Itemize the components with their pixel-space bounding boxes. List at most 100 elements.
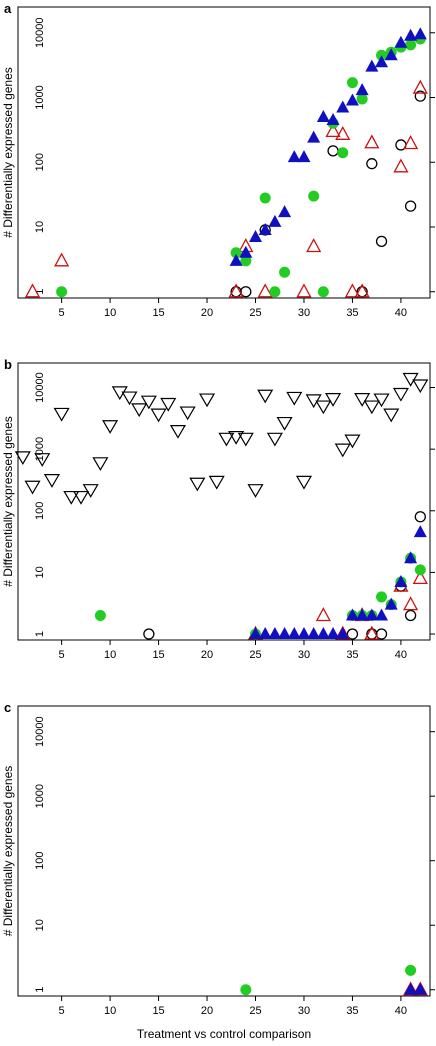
data-point — [34, 453, 51, 467]
x-tick-label: 5 — [59, 307, 65, 319]
data-point — [278, 627, 292, 640]
plot-frame — [17, 705, 431, 997]
data-point — [208, 475, 225, 490]
data-point — [404, 551, 418, 564]
x-tick-label: 40 — [395, 649, 407, 661]
data-point — [356, 93, 368, 105]
data-point — [326, 627, 340, 640]
data-point — [43, 474, 60, 488]
y-tick-label: 10000 — [34, 372, 46, 403]
data-point — [405, 964, 417, 976]
y-tick-label: 100 — [34, 852, 46, 870]
data-point — [325, 122, 341, 138]
data-point — [307, 130, 321, 143]
data-point — [179, 406, 196, 421]
data-point — [218, 432, 235, 447]
plot-frame — [17, 6, 431, 299]
data-point — [383, 408, 400, 423]
data-point — [24, 283, 41, 298]
data-point — [169, 424, 186, 439]
data-point — [413, 982, 427, 995]
data-point — [404, 28, 418, 41]
data-point — [404, 609, 417, 622]
x-tick-label: 10 — [104, 1005, 116, 1017]
data-point — [229, 253, 243, 266]
y-tick-label: 10 — [34, 221, 46, 233]
data-point — [355, 83, 369, 96]
data-point — [364, 625, 380, 640]
data-point — [376, 49, 388, 61]
y-tick-label: 10 — [34, 919, 46, 931]
data-point — [143, 628, 155, 640]
x-axis-label: Treatment vs control comparison — [137, 1027, 311, 1041]
data-point — [336, 627, 350, 640]
data-point — [297, 150, 311, 163]
series-filled-triangle — [404, 982, 427, 995]
y-tick-label: 1 — [34, 987, 46, 993]
x-tick-label: 20 — [201, 649, 213, 661]
data-point — [376, 591, 388, 603]
y-tick-label: 1 — [34, 289, 46, 295]
data-point — [403, 596, 419, 611]
data-point — [266, 432, 283, 447]
y-tick-label: 10000 — [34, 716, 46, 747]
data-point — [240, 255, 252, 267]
data-point — [228, 283, 244, 298]
data-point — [258, 222, 272, 235]
plot-frame — [17, 362, 431, 641]
y-tick-label: 10 — [34, 566, 46, 578]
data-point — [414, 564, 426, 576]
data-point — [346, 628, 359, 640]
data-point — [121, 391, 138, 406]
data-point — [230, 247, 242, 259]
data-point — [394, 574, 408, 587]
data-point — [403, 135, 419, 150]
data-point — [24, 480, 41, 495]
data-point — [258, 627, 272, 640]
data-point — [189, 477, 206, 492]
data-point — [259, 192, 271, 204]
x-tick-label: 35 — [346, 1005, 358, 1017]
data-point — [366, 158, 378, 170]
y-tick-label: 1000 — [34, 784, 46, 808]
panel-a: a 5 10 15 20 25 30 35 40 1 10 100 1000 10000 # Differe… — [1, 1, 435, 319]
series-open-triangle-down — [14, 372, 429, 505]
x-tick-label: 40 — [395, 307, 407, 319]
x-tick-label: 10 — [104, 649, 116, 661]
data-point — [413, 27, 427, 40]
data-point — [414, 90, 426, 102]
panel-letter: c — [4, 700, 11, 715]
y-axis-label: # Differentially expressed genes — [1, 416, 15, 587]
data-point — [240, 286, 252, 298]
data-point — [306, 238, 322, 253]
data-point — [240, 984, 252, 996]
data-point — [375, 235, 388, 247]
data-point — [111, 386, 128, 401]
data-point — [287, 627, 301, 640]
data-point — [375, 608, 389, 621]
data-point — [364, 134, 380, 149]
data-point — [344, 283, 361, 298]
data-point — [375, 628, 388, 640]
data-point — [278, 205, 292, 218]
series-open-triangle — [24, 79, 428, 298]
x-tick-label: 10 — [104, 307, 116, 319]
data-point — [405, 39, 417, 51]
data-point — [394, 35, 408, 48]
data-point — [257, 389, 274, 404]
data-point — [228, 430, 245, 445]
data-point — [393, 158, 409, 173]
data-point — [56, 286, 68, 298]
x-tick-label: 40 — [395, 1005, 407, 1017]
data-point — [344, 434, 361, 449]
data-point — [308, 190, 320, 202]
data-point — [249, 627, 263, 640]
data-point — [268, 214, 282, 227]
data-point — [392, 387, 409, 402]
series-open-circle — [230, 90, 426, 298]
x-tick-label: 5 — [59, 1005, 65, 1017]
data-point — [287, 150, 301, 163]
data-point — [269, 286, 281, 298]
data-point — [307, 627, 321, 640]
